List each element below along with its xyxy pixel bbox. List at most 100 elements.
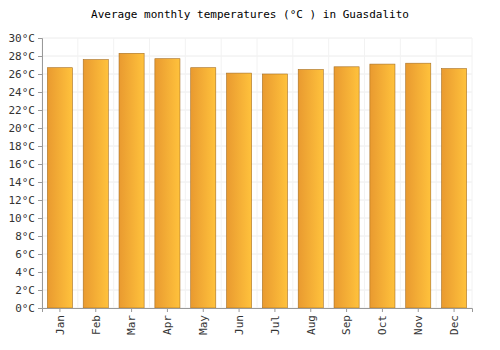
x-tick-mark [418, 308, 419, 312]
y-tick-label: 0°C [15, 302, 35, 315]
bar [47, 68, 72, 308]
bar [155, 59, 180, 308]
y-tick-label: 30°C [9, 32, 36, 45]
y-tick-label: 22°C [9, 104, 36, 117]
y-tick-label: 24°C [9, 86, 36, 99]
grid-line-vertical [257, 38, 258, 308]
y-tick: 28°C [9, 50, 43, 63]
x-tick: Apr [161, 308, 174, 335]
x-tick-label: Jan [54, 315, 67, 335]
grid-line-vertical [113, 38, 114, 308]
x-tick: May [197, 308, 210, 335]
x-tick-label: Jun [233, 315, 246, 335]
grid-line-vertical [472, 38, 473, 308]
x-tick-mark [203, 308, 204, 312]
x-tick: Oct [376, 308, 389, 335]
y-tick: 18°C [9, 140, 43, 153]
y-tick-mark [38, 290, 42, 291]
y-tick: 26°C [9, 68, 43, 81]
y-tick-label: 8°C [15, 230, 35, 243]
y-tick: 8°C [15, 230, 42, 243]
y-tick-label: 6°C [15, 248, 35, 261]
bar [119, 53, 144, 308]
grid-line-vertical [77, 38, 78, 308]
x-tick: Aug [305, 308, 318, 335]
x-tick-label: Aug [305, 315, 318, 335]
grid [42, 38, 472, 308]
grid-line-vertical [364, 38, 365, 308]
y-tick-mark [38, 218, 42, 219]
grid-line-vertical [400, 38, 401, 308]
x-tick-mark [382, 308, 383, 312]
x-tick-label: Oct [376, 315, 389, 335]
y-tick: 14°C [9, 176, 43, 189]
plot: 0°C 2°C 4°C 6°C 8°C 10°C 12°C 14°C 16°C 18°C 20°C 2… [9, 32, 473, 335]
bar [442, 69, 467, 308]
x-tick: Dec [448, 308, 461, 335]
y-tick-mark [38, 254, 42, 255]
y-tick-mark [38, 74, 42, 75]
y-tick-label: 18°C [9, 140, 36, 153]
bar [370, 64, 395, 308]
y-tick: 30°C [9, 32, 43, 45]
chart: 0°C 2°C 4°C 6°C 8°C 10°C 12°C 14°C 16°C 18°C 20°C 2… [0, 0, 500, 350]
title: Average monthly temperatures (°C ) in Gu… [91, 8, 409, 21]
y-tick-mark [38, 110, 42, 111]
x-tick-label: Apr [161, 315, 174, 335]
y-tick-mark [38, 146, 42, 147]
y-tick-label: 28°C [9, 50, 36, 63]
x-tick: Jun [233, 308, 246, 335]
x-tick-label: Mar [125, 315, 138, 335]
y-tick-mark [38, 56, 42, 57]
y-tick-label: 16°C [9, 158, 36, 171]
x-tick-label: Dec [448, 315, 461, 335]
bar [298, 70, 323, 309]
x-tick-mark [59, 308, 60, 312]
x-tick-mark [239, 308, 240, 312]
bar [262, 74, 287, 308]
x-tick-mark [167, 308, 168, 312]
x-tick: Mar [125, 308, 138, 335]
bar [83, 60, 108, 308]
y-tick-mark [38, 236, 42, 237]
x-tick-label: Jul [269, 315, 282, 335]
y-tick: 20°C [9, 122, 43, 135]
grid-line-vertical [185, 38, 186, 308]
x-tick: Nov [412, 308, 425, 335]
y-tick-label: 12°C [9, 194, 36, 207]
x-tick-mark [131, 308, 132, 312]
y-tick: 10°C [9, 212, 43, 225]
y-tick: 4°C [15, 266, 42, 279]
bar [227, 73, 252, 308]
y-tick-label: 2°C [15, 284, 35, 297]
y-axis-line [38, 39, 43, 309]
y-tick: 0°C [15, 302, 42, 315]
x-tick-label: Feb [90, 315, 103, 335]
bar [406, 63, 431, 308]
grid-line-vertical [221, 38, 222, 308]
bar [334, 67, 359, 308]
y-tick: 24°C [9, 86, 43, 99]
y-tick-label: 26°C [9, 68, 36, 81]
y-tick-mark [38, 128, 42, 129]
y-axis: 0°C 2°C 4°C 6°C 8°C 10°C 12°C 14°C 16°C 18°C 20°C 2… [9, 32, 43, 315]
y-tick-label: 10°C [9, 212, 36, 225]
x-axis: JanFebMarAprMayJunJulAugSepOctNovDec [43, 308, 473, 335]
bar [191, 68, 216, 308]
x-axis-line [43, 309, 473, 313]
y-tick-label: 20°C [9, 122, 36, 135]
y-tick-mark [38, 200, 42, 201]
x-tick: Jan [54, 308, 67, 335]
y-tick-mark [38, 182, 42, 183]
y-tick-mark [38, 92, 42, 93]
y-tick-mark [38, 308, 42, 309]
x-tick-mark [346, 308, 347, 312]
x-tick-mark [274, 308, 275, 312]
y-tick-label: 14°C [9, 176, 36, 189]
y-tick-mark [38, 164, 42, 165]
y-tick: 12°C [9, 194, 43, 207]
grid-line-vertical [328, 38, 329, 308]
x-tick-label: May [197, 315, 210, 335]
grid-line-vertical [149, 38, 150, 308]
grid-line-vertical [292, 38, 293, 308]
